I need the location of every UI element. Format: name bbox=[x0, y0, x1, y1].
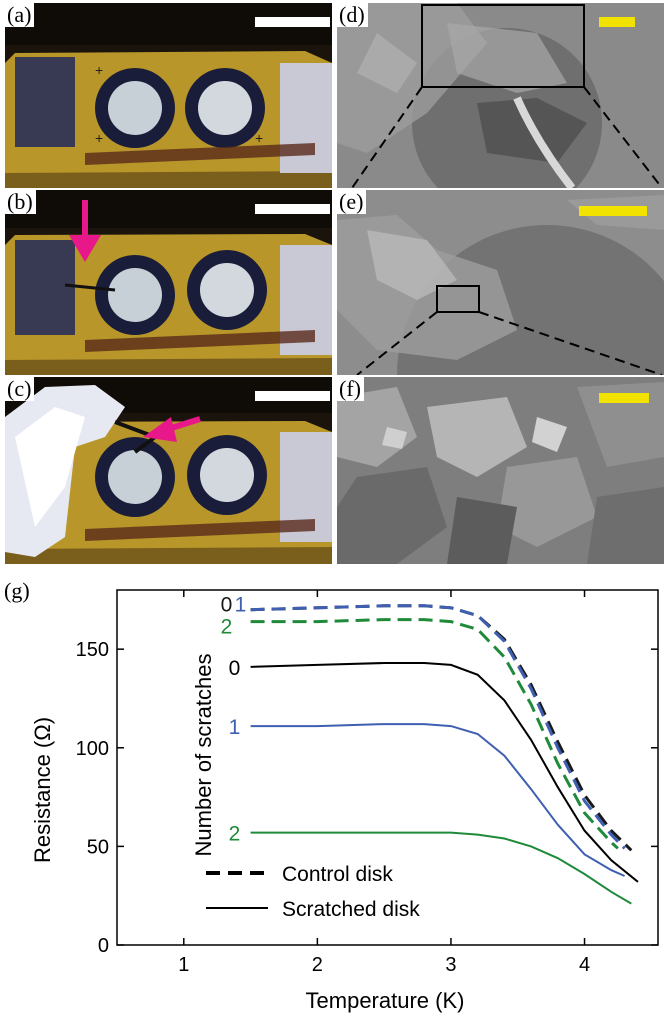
series-line-dashed-0 bbox=[250, 604, 633, 852]
sem-micrograph-d bbox=[337, 3, 664, 188]
y-tick-label-150: 150 bbox=[76, 639, 109, 661]
y-axis-label-scratches: Number of scratches bbox=[191, 654, 216, 857]
y-tick-label-0: 0 bbox=[98, 935, 109, 957]
y-tick-label-50: 50 bbox=[87, 836, 109, 858]
series-label-solid-1: 1 bbox=[229, 716, 241, 739]
scale-bar-b bbox=[255, 204, 330, 214]
y-axis-label: Resistance (Ω) bbox=[30, 717, 55, 863]
panel-d: (d) bbox=[337, 3, 664, 188]
x-tick-label-1: 1 bbox=[178, 954, 189, 976]
legend-control-disk: Control disk bbox=[282, 863, 393, 886]
series-line-solid-1 bbox=[250, 723, 626, 877]
series-label-dashed-2: 2 bbox=[221, 616, 233, 639]
panel-label-e: (e) bbox=[337, 190, 367, 214]
optical-micrograph-c bbox=[5, 377, 332, 564]
panel-label-f: (f) bbox=[337, 377, 364, 401]
scale-bar-c bbox=[255, 391, 330, 401]
sem-micrograph-e bbox=[337, 190, 664, 375]
panel-f: (f) bbox=[337, 377, 664, 564]
series-label-dashed-1: 1 bbox=[235, 594, 247, 617]
panel-label-a: (a) bbox=[5, 3, 35, 27]
pointer-arrow-b bbox=[69, 200, 101, 262]
panel-label-g: (g) bbox=[4, 578, 30, 603]
panel-label-b: (b) bbox=[5, 190, 36, 214]
scale-bar-a bbox=[255, 17, 330, 27]
svg-text:+: + bbox=[95, 62, 103, 78]
panel-c: (c) bbox=[5, 377, 332, 564]
optical-micrograph-b bbox=[5, 190, 332, 375]
series-label-solid-2: 2 bbox=[229, 823, 241, 846]
pointer-arrow-c bbox=[143, 416, 201, 442]
series-line-solid-0 bbox=[250, 662, 639, 883]
legend: Control disk Scratched disk bbox=[206, 863, 420, 921]
y-tick-label-100: 100 bbox=[76, 738, 109, 760]
panel-label-d: (d) bbox=[337, 3, 368, 27]
series-line-solid-2 bbox=[250, 831, 632, 905]
panel-b: (b) bbox=[5, 190, 332, 375]
svg-text:+: + bbox=[255, 130, 263, 146]
series-line-dashed-1 bbox=[250, 604, 626, 850]
plot-frame bbox=[116, 589, 659, 946]
legend-scratched-disk: Scratched disk bbox=[282, 898, 420, 921]
panel-label-c: (c) bbox=[5, 377, 35, 401]
x-tick-label-4: 4 bbox=[579, 954, 590, 976]
series-line-dashed-2 bbox=[250, 618, 619, 850]
scale-bar-e bbox=[579, 206, 647, 216]
optical-micrograph-a: + + + bbox=[5, 3, 332, 188]
scale-bar-d bbox=[599, 17, 635, 27]
panel-a: + + + (a) bbox=[5, 3, 332, 188]
svg-text:+: + bbox=[95, 130, 103, 146]
x-tick-label-2: 2 bbox=[312, 954, 323, 976]
series-label-dashed-0: 0 bbox=[221, 594, 233, 617]
panel-e: (e) bbox=[337, 190, 664, 375]
sem-micrograph-f bbox=[337, 377, 664, 564]
x-tick-label-3: 3 bbox=[445, 954, 456, 976]
x-axis-label: Temperature (K) bbox=[306, 988, 465, 1013]
scale-bar-f bbox=[599, 393, 649, 403]
series-label-solid-0: 0 bbox=[229, 657, 241, 680]
